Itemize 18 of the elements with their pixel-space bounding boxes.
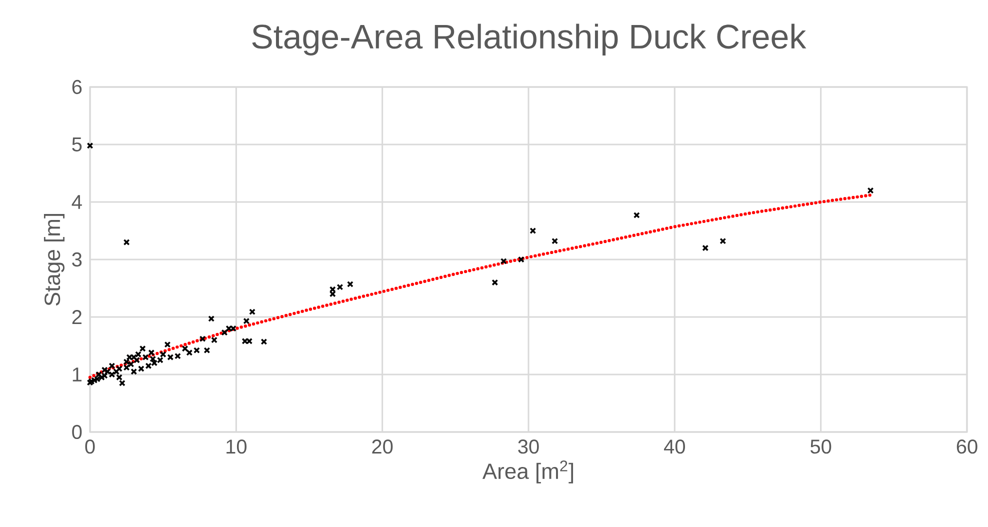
x-tick-label: 50 xyxy=(810,440,832,454)
x-tick-label: 0 xyxy=(85,440,95,454)
x-tick-label: 60 xyxy=(956,440,978,454)
chart-title: Stage-Area Relationship Duck Creek xyxy=(252,24,806,56)
y-tick-label: 6 xyxy=(72,80,82,94)
y-tick-label: 5 xyxy=(72,138,82,152)
x-tick-label: 20 xyxy=(372,440,393,454)
x-tick-label: 40 xyxy=(664,440,685,454)
y-axis-title: Stage [m] xyxy=(44,214,64,306)
x-tick-label: 30 xyxy=(518,440,539,454)
y-tick-label: 0 xyxy=(72,424,82,440)
y-tick-label: 3 xyxy=(72,252,82,267)
y-tick-label: 4 xyxy=(72,195,82,209)
y-tick-label: 2 xyxy=(72,310,82,324)
y-tick-label: 1 xyxy=(72,368,82,382)
line-series xyxy=(88,193,872,379)
x-tick-label: 10 xyxy=(226,440,247,454)
x-axis-title: Area [m$^{2}$] xyxy=(482,460,574,484)
